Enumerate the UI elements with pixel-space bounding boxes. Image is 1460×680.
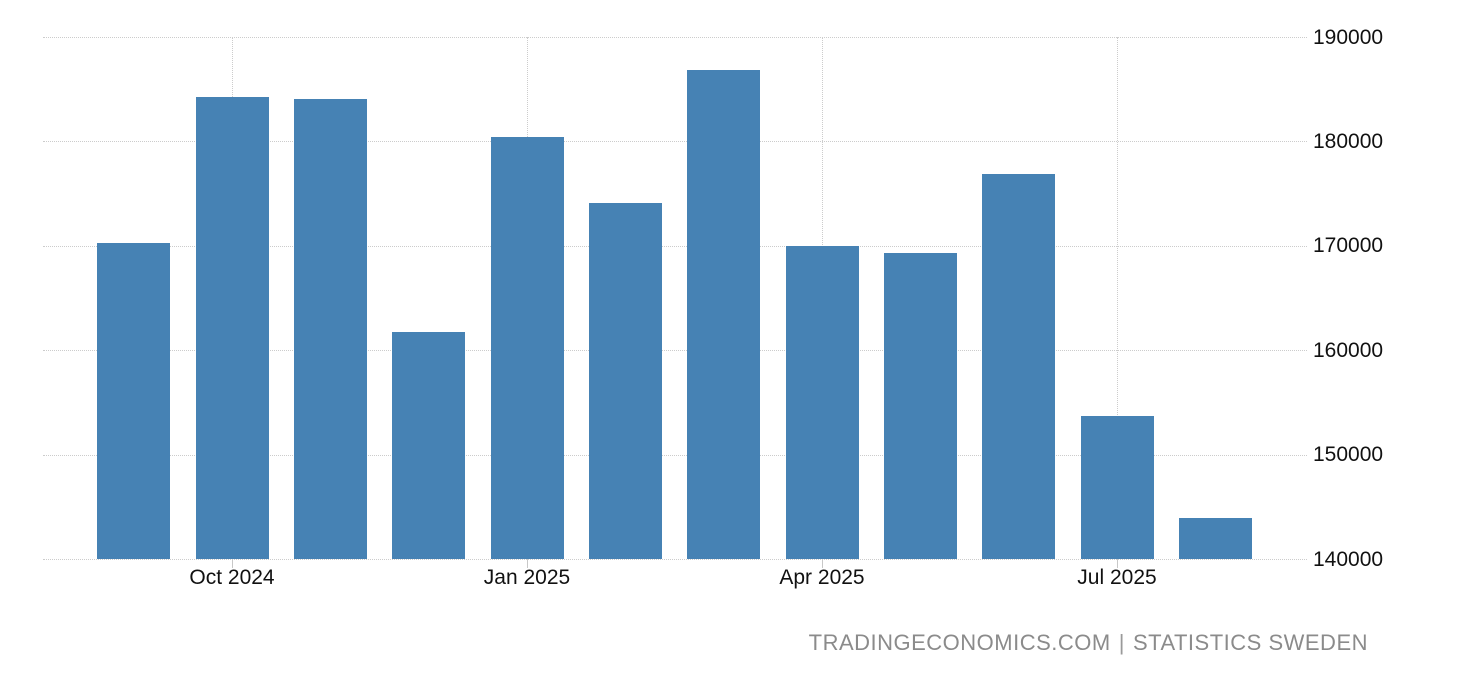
x-tick-mark [232,559,234,568]
x-tick-mark [1117,559,1118,568]
y-tick-label: 150000 [1313,443,1384,467]
attribution: TRADINGECONOMICS.COM | STATISTICS SWEDEN [809,630,1368,656]
x-gridline [1117,37,1118,559]
attribution-source-tradingeconomics: TRADINGECONOMICS.COM [808,630,1111,655]
bar-nov-2024[interactable] [293,98,367,559]
bar-jun-2025[interactable] [982,173,1056,559]
y-gridline [43,454,1307,456]
y-gridline [43,141,1307,143]
y-gridline [43,559,1307,560]
y-tick-label: 140000 [1313,547,1384,571]
attribution-source-statistics-sweden: STATISTICS SWEDEN [1132,630,1368,655]
bar-feb-2025[interactable] [588,203,662,559]
bar-oct-2024[interactable] [195,96,269,559]
y-tick-label: 180000 [1313,129,1384,153]
x-tick-label: Apr 2025 [779,566,865,589]
y-gridline [43,245,1307,247]
y-tick-label: 170000 [1313,234,1384,258]
x-tick-mark [527,559,529,568]
x-tick-label: Jul 2025 [1077,566,1157,589]
y-gridline [43,37,1307,38]
bar-may-2025[interactable] [883,253,957,559]
bar-mar-2025[interactable] [687,70,761,559]
bar-jan-2025[interactable] [490,137,564,559]
bar-aug-2025[interactable] [1178,518,1252,559]
x-tick-label: Jan 2025 [483,566,571,589]
y-tick-label: 190000 [1313,25,1384,49]
bar-sep-2024[interactable] [97,242,171,559]
bar-dec-2024[interactable] [392,332,466,559]
plot-area [43,37,1307,568]
bar-jul-2025[interactable] [1080,415,1154,559]
bar-apr-2025[interactable] [785,245,859,559]
x-tick-label: Oct 2024 [189,566,275,589]
y-gridline [43,350,1307,352]
y-tick-label: 160000 [1313,338,1384,362]
attribution-separator: | [1118,630,1125,655]
x-tick-mark [822,559,823,568]
